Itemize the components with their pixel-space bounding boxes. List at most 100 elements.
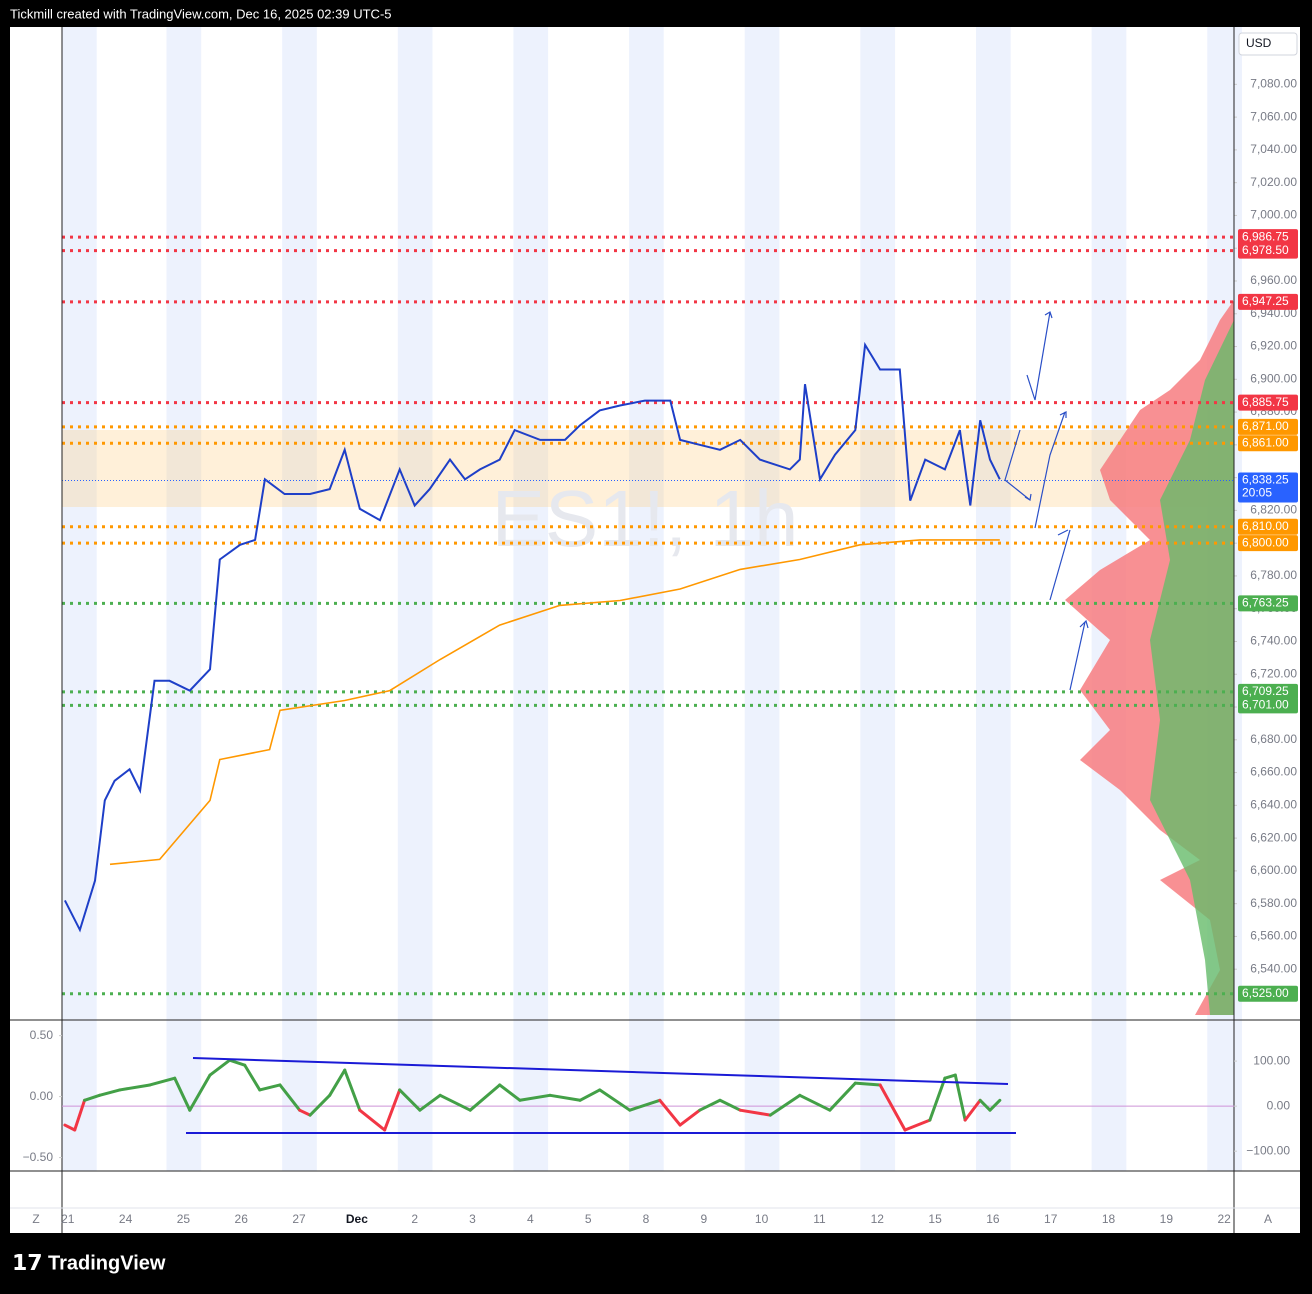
oscillator-segment [398, 1088, 422, 1112]
price-line [109, 539, 1000, 866]
oscillator-segment [148, 1076, 177, 1087]
session-band [975, 27, 1011, 1171]
oscillator-segment [903, 1118, 932, 1132]
oscillator-segment [418, 1093, 442, 1112]
level-label-bg [1238, 683, 1298, 700]
y-tick-label: 6,780.00 [1250, 568, 1297, 582]
y-tick-label: 6,960.00 [1250, 273, 1297, 287]
x-tick-label: 16 [986, 1212, 1000, 1226]
oscillator-segment [988, 1098, 1002, 1112]
oscillator-segment [738, 1108, 772, 1117]
oscillator-segment [98, 1088, 122, 1097]
last-price-label: 6,838.25 [1242, 473, 1289, 487]
x-tick-label: 17 [1044, 1212, 1058, 1226]
y-tick-label: 6,640.00 [1250, 798, 1297, 812]
oscillator-segment [383, 1088, 402, 1132]
oscillator-segment [518, 1093, 552, 1102]
level-label: 6,810.00 [1242, 519, 1289, 533]
level-label-bg [1238, 985, 1298, 1002]
level-label-bg [1238, 418, 1298, 435]
x-tick-label: 10 [755, 1212, 769, 1226]
oscillator-segment [468, 1083, 502, 1112]
oscillator-segment [343, 1068, 362, 1112]
oscillator-segment [278, 1083, 302, 1112]
level-label: 6,885.75 [1242, 395, 1289, 409]
scale-button[interactable]: Z [32, 1212, 39, 1226]
oscillator-segment [83, 1093, 102, 1102]
oscillator-segment [828, 1081, 857, 1112]
arrows [1004, 311, 1089, 691]
oscillator-segment [928, 1076, 947, 1122]
level-label-bg [1238, 435, 1298, 452]
level-label-bg [1238, 518, 1298, 535]
volume-profile-up [1150, 320, 1234, 1015]
oscillator-segment [258, 1083, 282, 1092]
session-band [62, 27, 97, 1171]
oscillator-segment [878, 1083, 907, 1132]
y-tick-label: 6,540.00 [1250, 961, 1297, 975]
watermark: ES1!, 1h [492, 474, 799, 563]
level-label-bg [1238, 229, 1298, 246]
y-tick-label: 6,900.00 [1250, 371, 1297, 385]
y-tick-label: 7,000.00 [1250, 208, 1297, 222]
oscillator-segment [628, 1098, 662, 1112]
x-tick-label: 3 [469, 1212, 476, 1226]
price-line [64, 341, 1001, 933]
oscillator-segment [658, 1098, 682, 1127]
x-tick-label: 26 [235, 1212, 249, 1226]
oscillator-segment [208, 1058, 232, 1077]
level-label: 6,861.00 [1242, 435, 1289, 449]
y-tick-label: 7,080.00 [1250, 77, 1297, 91]
oscillator-segment [298, 1108, 312, 1117]
level-label-bg [1238, 595, 1298, 612]
x-tick-label: 2 [411, 1212, 418, 1226]
y2-tick-label: −0.50 [23, 1150, 54, 1164]
y-tick-label: 7,040.00 [1250, 142, 1297, 156]
oscillator-segment [698, 1098, 722, 1112]
oscillator-segment [598, 1088, 632, 1112]
x-tick-label: 5 [585, 1212, 592, 1226]
oscillator-segment [853, 1081, 882, 1087]
x-tick-label: 12 [871, 1212, 885, 1226]
oscillator-segment [548, 1093, 582, 1102]
session-band [397, 27, 433, 1171]
oscillator-segment [63, 1123, 77, 1132]
x-tick-label: 27 [292, 1212, 306, 1226]
x-tick-label: 4 [527, 1212, 534, 1226]
currency-button[interactable] [1238, 32, 1298, 56]
oscillator-segment [73, 1098, 87, 1132]
y-tick-label: −100.00 [1246, 1143, 1290, 1157]
level-label-bg [1238, 242, 1298, 259]
countdown: 20:05 [1242, 486, 1272, 500]
x-tick-label: 25 [177, 1212, 191, 1226]
level-label: 6,986.75 [1242, 229, 1289, 243]
logo-mark: 𝟭𝟳 [12, 1250, 43, 1275]
level-label: 6,709.25 [1242, 684, 1289, 698]
oscillator-segment [768, 1093, 802, 1117]
oscillator-segment [978, 1098, 992, 1112]
last-price-bg [1238, 472, 1298, 503]
y-tick-label: 6,620.00 [1250, 830, 1297, 844]
oscillator-segment [308, 1093, 332, 1117]
oscillator-segment [943, 1073, 957, 1080]
level-label-bg [1238, 535, 1298, 552]
session-band [860, 27, 896, 1171]
level-label: 6,525.00 [1242, 986, 1289, 1000]
y-tick-label: 6,600.00 [1250, 863, 1297, 877]
level-label: 6,978.50 [1242, 243, 1289, 257]
session-band [282, 27, 317, 1171]
oscillator-segment [243, 1063, 262, 1092]
scale-button[interactable]: A [1264, 1212, 1272, 1226]
oscillator-segment [173, 1076, 192, 1112]
oscillator-segment [578, 1088, 602, 1102]
level-label: 6,701.00 [1242, 698, 1289, 712]
x-tick-label: Dec [346, 1212, 368, 1226]
oscillator-segment [963, 1098, 982, 1122]
y-tick-label: 6,580.00 [1250, 896, 1297, 910]
logo: TradingView [48, 1252, 166, 1274]
x-tick-label: 9 [700, 1212, 707, 1226]
x-tick-label: 22 [1217, 1212, 1231, 1226]
y2-tick-label: 0.00 [30, 1089, 54, 1103]
session-band [629, 27, 664, 1171]
level-label: 6,871.00 [1242, 419, 1289, 433]
